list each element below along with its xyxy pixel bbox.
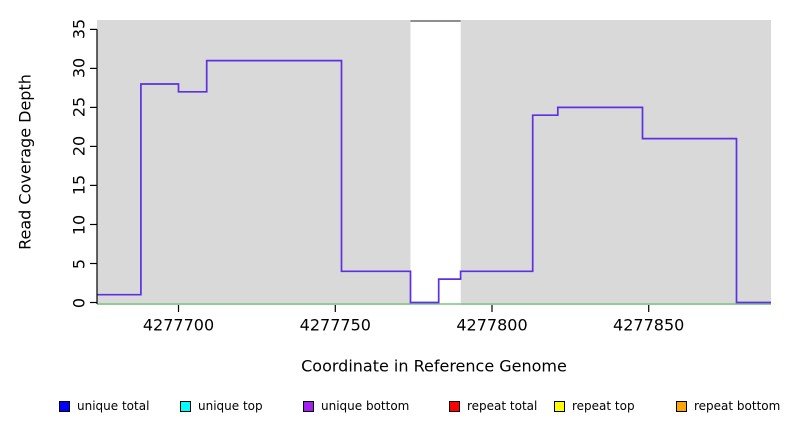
legend-swatch-repeat-top [554,400,565,412]
x-axis-title: Coordinate in Reference Genome [301,356,567,376]
legend-label: repeat top [572,399,635,413]
y-tick-label: 10 [69,214,89,235]
legend-item-unique-bottom: unique bottom [303,400,409,412]
x-tick-label: 4277850 [613,315,685,335]
legend-label: unique total [77,399,150,413]
legend-item-unique-total: unique total [59,400,149,412]
coverage-step-line [97,59,771,304]
legend-swatch-unique-bottom [303,400,314,412]
legend-item-unique-top: unique top [180,400,263,412]
y-tick-label: 5 [69,258,89,269]
legend-swatch-unique-total [59,400,70,412]
y-tick-label: 25 [69,97,89,118]
legend-item-repeat-top: repeat top [554,400,635,412]
y-axis-title: Read Coverage Depth [15,74,35,250]
legend-label: repeat bottom [694,399,781,413]
masked-region-band [410,20,461,305]
y-tick-label: 30 [69,58,89,79]
y-tick-label: 20 [69,136,89,157]
legend-label: repeat total [467,399,538,413]
legend-swatch-repeat-total [449,400,460,412]
clipped-coverage-top-segment [410,20,461,22]
legend-label: unique bottom [321,399,410,413]
legend-item-repeat-total: repeat total [449,400,537,412]
y-tick-label: 15 [69,175,89,196]
legend-item-repeat-bottom: repeat bottom [676,400,780,412]
x-tick-label: 4277700 [142,315,215,335]
x-tick-label: 4277800 [456,315,528,335]
y-tick-label: 35 [69,19,89,40]
legend-swatch-unique-top [180,400,191,412]
legend-label: unique top [198,399,263,413]
y-tick-label: 0 [69,297,89,308]
x-tick-label: 4277750 [299,315,371,335]
legend-swatch-repeat-bottom [676,400,687,412]
